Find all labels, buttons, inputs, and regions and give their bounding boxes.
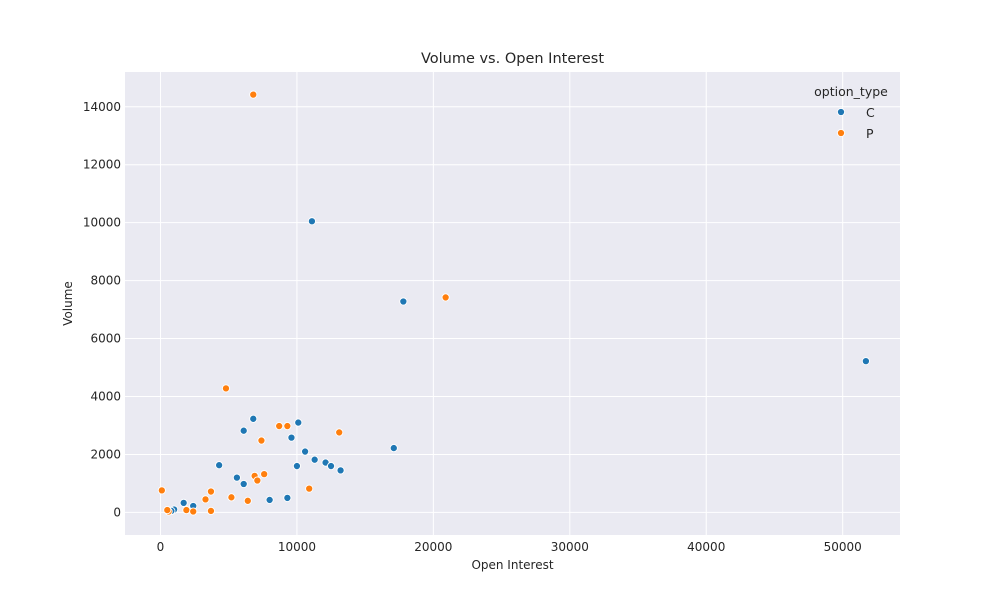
legend-title: option_type — [814, 84, 888, 99]
y-tick-label: 4000 — [90, 390, 121, 404]
point-c — [232, 473, 241, 482]
point-p — [206, 487, 216, 496]
point-c — [294, 418, 303, 427]
point-c — [249, 414, 258, 423]
y-tick-label: 10000 — [83, 216, 121, 230]
y-tick-label: 0 — [113, 505, 121, 519]
y-axis-label: Volume — [61, 281, 75, 326]
point-p — [227, 493, 236, 502]
point-c — [861, 357, 870, 366]
point-c — [239, 426, 248, 435]
point-p — [257, 436, 266, 445]
legend: option_type C P — [814, 84, 888, 141]
point-p — [206, 506, 216, 516]
legend-marker-c — [836, 107, 846, 117]
point-c — [326, 461, 336, 471]
point-p — [249, 90, 258, 99]
point-c — [310, 455, 319, 464]
point-c — [389, 444, 398, 453]
point-c — [179, 498, 188, 507]
x-tick-label: 50000 — [824, 540, 862, 554]
point-c — [307, 217, 316, 226]
legend-marker-p — [836, 128, 846, 138]
point-c — [283, 493, 292, 502]
x-tick-label: 20000 — [414, 540, 452, 554]
x-tick-label: 10000 — [278, 540, 316, 554]
point-p — [221, 384, 231, 393]
point-c — [399, 297, 408, 306]
point-c — [292, 461, 301, 471]
grid — [125, 72, 900, 535]
point-c — [301, 447, 310, 456]
x-tick-labels: 0 10000 20000 30000 40000 50000 — [157, 540, 862, 554]
point-p — [305, 484, 314, 493]
x-tick-label: 0 — [157, 540, 165, 554]
point-c — [336, 466, 345, 475]
point-p — [201, 495, 210, 504]
x-tick-label: 30000 — [551, 540, 589, 554]
point-c — [287, 433, 296, 442]
point-c — [265, 495, 274, 504]
y-tick-label: 8000 — [90, 274, 121, 288]
legend-label-p: P — [866, 126, 874, 141]
x-axis-label: Open Interest — [471, 558, 553, 572]
point-c — [239, 479, 248, 489]
data-points — [157, 90, 870, 516]
y-tick-label: 6000 — [90, 332, 121, 346]
point-p — [163, 506, 172, 515]
point-p — [182, 506, 191, 515]
y-tick-labels: 0 2000 4000 6000 8000 10000 12000 14000 — [83, 100, 121, 520]
point-p — [283, 422, 292, 431]
point-p — [253, 476, 262, 485]
plot-area — [125, 72, 900, 535]
point-p — [189, 507, 198, 516]
point-p — [335, 428, 344, 437]
point-p — [275, 422, 284, 431]
legend-label-c: C — [866, 105, 875, 120]
y-tick-label: 14000 — [83, 100, 121, 114]
point-p — [243, 496, 252, 505]
point-p — [441, 293, 450, 302]
point-p — [157, 486, 166, 495]
point-p — [260, 470, 269, 479]
y-tick-label: 2000 — [90, 447, 121, 461]
chart-title: Volume vs. Open Interest — [421, 51, 604, 67]
point-c — [215, 461, 224, 470]
x-tick-label: 40000 — [687, 540, 725, 554]
y-tick-label: 12000 — [83, 158, 121, 172]
